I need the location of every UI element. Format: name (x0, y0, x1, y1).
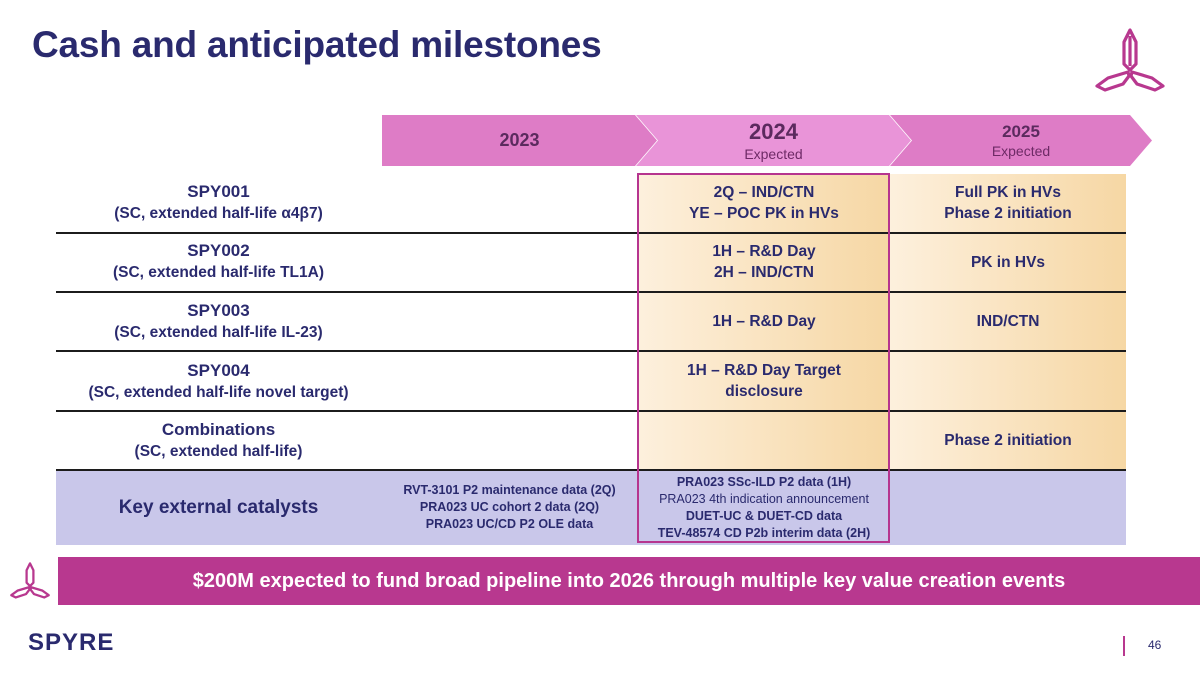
catalyst-text: PRA023 UC/CD P2 OLE data (425, 517, 594, 531)
catalyst-row-background (56, 470, 1126, 545)
spyre-logo-icon (10, 562, 50, 599)
row-divider (56, 232, 1126, 234)
target-text: novel target (255, 384, 344, 401)
footer-divider (1123, 636, 1125, 656)
timeline-year: 2023 (499, 130, 540, 150)
catalyst-text: PRA023 SSc-ILD P2 data (1H) (676, 474, 852, 489)
catalysts-2024: PRA023 SSc-ILD P2 data (1H) PRA023 4th i… (638, 470, 890, 545)
timeline-sub: Expected (744, 146, 803, 162)
2024-highlight-box (637, 173, 890, 543)
row-label-spy004: SPY004 (SC, extended half-life novel tar… (56, 360, 381, 404)
row-divider (56, 469, 1126, 471)
program-name: SPY003 (187, 301, 250, 320)
description-text: ) (317, 324, 323, 341)
description-text: (SC, extended half-life (114, 324, 282, 341)
column-2024-background (638, 174, 890, 469)
page-title: Cash and anticipated milestones (32, 24, 602, 65)
program-description: (SC, extended half-life) (56, 441, 381, 463)
brand-wordmark: SPYRE (28, 630, 114, 656)
catalysts-2023: RVT-3101 P2 maintenance data (2Q) PRA023… (381, 470, 638, 545)
description-text: ) (343, 384, 349, 401)
row-divider (56, 410, 1126, 412)
milestone-text: 1H – R&D Day Target (687, 361, 841, 379)
milestone-text: Full PK in HVs (955, 184, 1061, 201)
program-description: (SC, extended half-life TL1A) (56, 262, 381, 284)
row-label-spy001: SPY001 (SC, extended half-life α4β7) (56, 181, 381, 225)
column-2025-background (890, 174, 1126, 469)
catalyst-text: RVT-3101 P2 maintenance data (2Q) (403, 483, 616, 497)
description-text: ) (317, 205, 323, 222)
row-divider (56, 350, 1126, 352)
milestone-text: IND/CTN (976, 312, 1040, 330)
catalysts-label: Key external catalysts (118, 496, 319, 518)
program-description: (SC, extended half-life α4β7) (56, 203, 381, 225)
page-number: 46 (1148, 638, 1162, 652)
milestone-text: 2H – IND/CTN (714, 264, 814, 281)
timeline-sub: Expected (991, 143, 1051, 159)
row-divider (56, 291, 1126, 293)
catalyst-text: TEV-48574 CD P2b interim data (2H) (657, 525, 871, 540)
program-name: SPY002 (187, 241, 250, 260)
timeline-year: 2025 (1002, 122, 1040, 141)
spy003-2024: 1H – R&D Day (638, 292, 890, 350)
description-text: (SC, extended half-life (112, 264, 281, 281)
catalyst-text: PRA023 4th indication announcement (659, 491, 869, 506)
milestone-text: 1H – R&D Day (712, 243, 816, 260)
brand-text: SPYRE (28, 630, 114, 656)
description-text: (SC, extended half-life (88, 384, 256, 401)
target-text: IL-23 (281, 324, 318, 341)
program-description: (SC, extended half-life novel target) (56, 382, 381, 404)
row-label-combinations: Combinations (SC, extended half-life) (56, 419, 381, 463)
program-name: Combinations (161, 420, 276, 439)
target-text: TL1A (280, 264, 319, 281)
combinations-2025: Phase 2 initiation (890, 411, 1126, 469)
milestone-text: Phase 2 initiation (944, 431, 1072, 449)
description-text: (SC, extended half-life (114, 205, 282, 222)
milestone-text: YE – POC PK in HVs (689, 205, 839, 222)
description-text: (SC, extended half-life) (134, 443, 303, 460)
timeline-2023: 2023 (382, 115, 657, 166)
spy002-2025: PK in HVs (890, 233, 1126, 291)
spy002-2024: 1H – R&D Day 2H – IND/CTN (638, 233, 890, 291)
catalyst-text: DUET-UC & DUET-CD data (685, 508, 843, 523)
timeline-2025: 2025 Expected (890, 115, 1152, 166)
milestone-text: PK in HVs (970, 253, 1046, 271)
funding-banner: $200M expected to fund broad pipeline in… (58, 557, 1200, 605)
description-text: ) (318, 264, 324, 281)
spy004-2024: 1H – R&D Day Target disclosure (638, 351, 890, 410)
row-label-spy002: SPY002 (SC, extended half-life TL1A) (56, 240, 381, 284)
target-text: α4β7 (281, 205, 318, 222)
program-name: SPY004 (187, 361, 250, 380)
row-label-spy003: SPY003 (SC, extended half-life IL-23) (56, 300, 381, 344)
spy001-2025: Full PK in HVs Phase 2 initiation (890, 174, 1126, 232)
timeline-year: 2024 (749, 119, 798, 144)
milestone-text: 2Q – IND/CTN (713, 184, 815, 201)
milestone-text: Phase 2 initiation (944, 205, 1072, 222)
milestone-text: 1H – R&D Day (712, 312, 816, 330)
spy001-2024: 2Q – IND/CTN YE – POC PK in HVs (638, 174, 890, 232)
spy003-2025: IND/CTN (890, 292, 1126, 350)
program-name: SPY001 (187, 182, 250, 201)
spyre-logo-icon (1095, 28, 1165, 92)
milestone-text: disclosure (725, 382, 803, 400)
catalyst-text: PRA023 UC cohort 2 data (2Q) (419, 500, 600, 514)
program-description: (SC, extended half-life IL-23) (56, 322, 381, 344)
timeline-2024: 2024 Expected (636, 115, 911, 166)
